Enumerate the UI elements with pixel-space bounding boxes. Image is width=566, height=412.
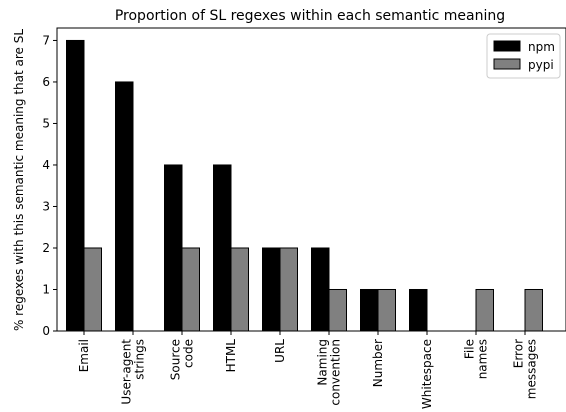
bar-npm-0	[66, 39, 85, 332]
legend-label-npm: npm	[528, 40, 555, 54]
x-tick-label: Whitespace	[420, 339, 434, 409]
x-tick-label: URL	[273, 339, 287, 363]
x-tick-label: Email	[77, 339, 91, 372]
bar-pypi-4	[279, 247, 298, 332]
legend-label-pypi: pypi	[528, 58, 554, 72]
x-tick-label: names	[476, 339, 490, 379]
bar-pypi-9	[524, 288, 543, 332]
bar-npm-4	[262, 247, 281, 332]
bar-npm-1	[115, 81, 134, 332]
x-tick-label: Naming	[316, 339, 330, 386]
x-tick-label: convention	[329, 339, 343, 406]
x-tick-label: User-agent	[120, 339, 134, 405]
plot-area: 0 1 2 3 4 5 6 7 Email User-agent strings Source code…	[42, 27, 566, 409]
y-tick-label: 2	[42, 241, 50, 255]
bar-pypi-8	[475, 288, 494, 332]
x-tick-label: File	[463, 339, 477, 359]
bar-npm-5	[311, 247, 330, 332]
bar-pypi-5	[328, 288, 347, 332]
bar-npm-2	[164, 164, 183, 332]
y-tick-label: 5	[42, 116, 50, 130]
x-tick-label: HTML	[224, 339, 238, 373]
y-tick-label: 4	[42, 158, 50, 172]
bar-npm-3	[213, 164, 232, 332]
y-tick-label: 3	[42, 199, 50, 213]
y-tick-label: 7	[42, 33, 50, 47]
bar-pypi-0	[83, 247, 102, 332]
bar-pypi-3	[230, 247, 249, 332]
legend-swatch-npm	[493, 40, 521, 52]
bar-pypi-6	[377, 288, 396, 332]
y-axis-label: % regexes with this semantic meaning tha…	[12, 29, 26, 331]
x-tick-label: messages	[525, 339, 539, 399]
x-tick-label: Error	[512, 339, 526, 368]
chart-title: Proportion of SL regexes within each sem…	[115, 8, 505, 24]
bar-npm-6	[360, 288, 379, 332]
y-tick-label: 1	[42, 282, 50, 296]
x-tick-label: strings	[133, 339, 147, 380]
y-tick-label: 6	[42, 75, 50, 89]
x-tick-label: code	[182, 339, 196, 368]
bar-pypi-2	[181, 247, 200, 332]
plot-frame	[56, 27, 566, 332]
x-tick-label: Number	[371, 339, 385, 387]
bar-npm-7	[409, 288, 428, 332]
x-tick-label: Source	[169, 339, 183, 380]
y-tick-label: 0	[42, 324, 50, 338]
legend-swatch-pypi	[493, 58, 521, 70]
